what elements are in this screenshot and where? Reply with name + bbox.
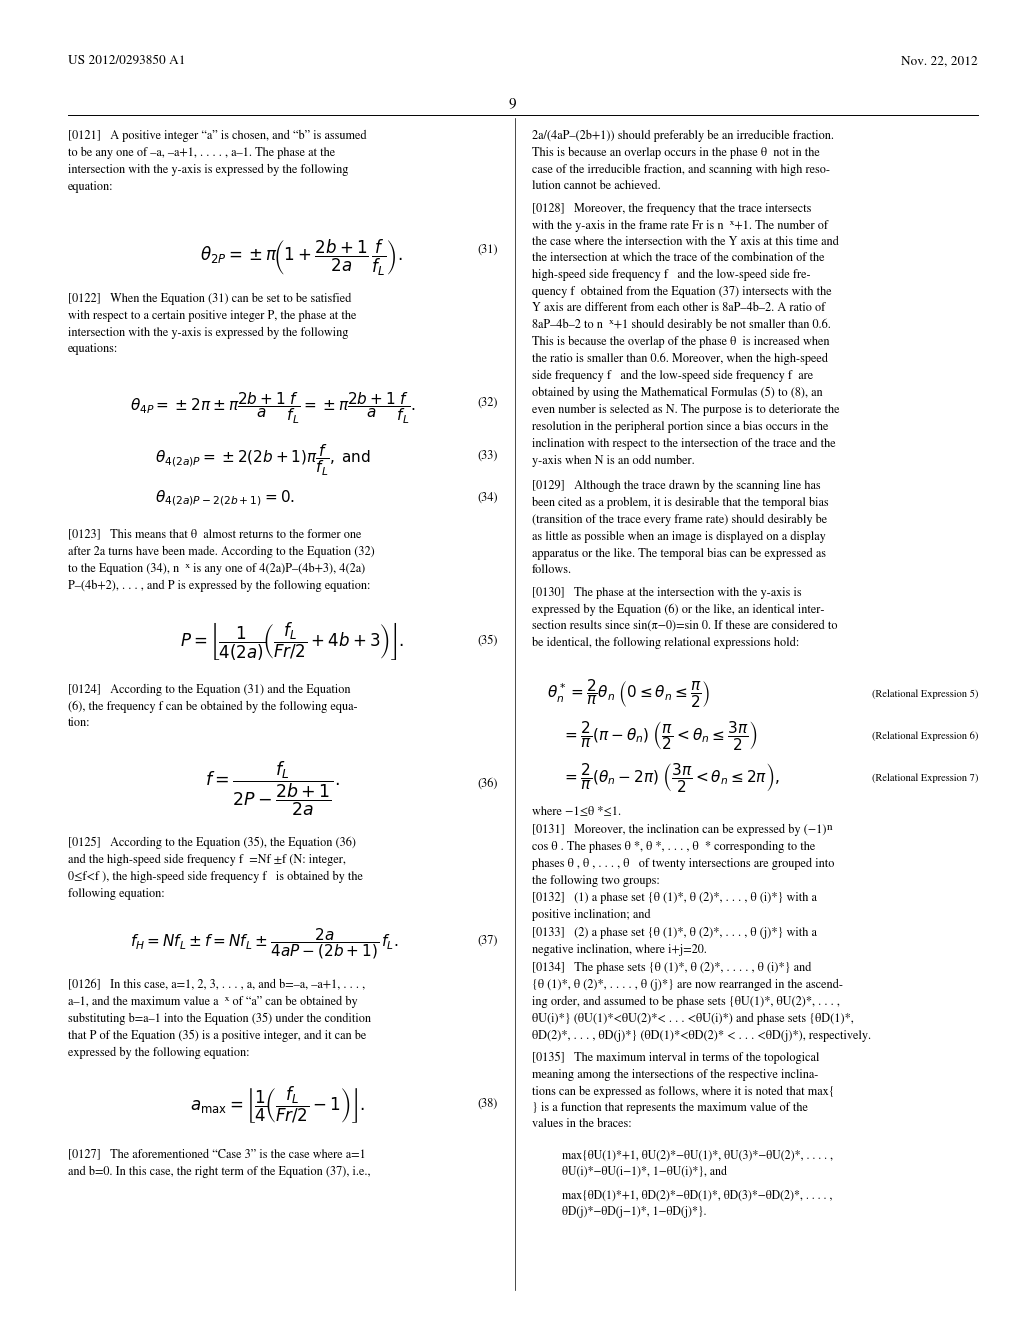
Text: (32): (32) [477,397,498,409]
Text: $P = \left\lfloor\dfrac{1}{4(2a)}\!\left(\dfrac{f_L}{Fr/2} + 4b + 3\right)\right: $P = \left\lfloor\dfrac{1}{4(2a)}\!\left… [180,620,404,663]
Text: $= \dfrac{2}{\pi}(\theta_n - 2\pi)\;\left(\dfrac{3\pi}{2} < \theta_n \leq 2\pi\r: $= \dfrac{2}{\pi}(\theta_n - 2\pi)\;\lef… [562,762,779,795]
Text: (34): (34) [477,492,498,504]
Text: $f = \dfrac{f_L}{2P - \dfrac{2b+1}{2a}}.$: $f = \dfrac{f_L}{2P - \dfrac{2b+1}{2a}}.… [205,759,340,818]
Text: $\theta_{2P} = \pm\pi\!\left(1 + \dfrac{2b+1}{2a}\,\dfrac{f}{f_L}\right).$: $\theta_{2P} = \pm\pi\!\left(1 + \dfrac{… [200,238,402,279]
Text: $f_{H} = Nf_L \pm f = Nf_L \pm \dfrac{2a}{4aP-(2b+1)}\,f_L.$: $f_{H} = Nf_L \pm f = Nf_L \pm \dfrac{2a… [130,927,398,961]
Text: $\theta_{4P} = \pm 2\pi \pm \pi\dfrac{2b+1}{a}\dfrac{f}{f_L} = \pm\pi\dfrac{2b+1: $\theta_{4P} = \pm 2\pi \pm \pi\dfrac{2b… [130,391,416,426]
Text: where −1≤θₙ*≤1.: where −1≤θₙ*≤1. [532,807,622,818]
Text: Nov. 22, 2012: Nov. 22, 2012 [901,55,978,67]
Text: [0131]   Moreover, the inclination can be expressed by (−1)ⁿ
cos θₙ. The phases : [0131] Moreover, the inclination can be … [532,824,835,887]
Text: (37): (37) [477,935,498,946]
Text: [0130]   The phase at the intersection with the y-axis is
expressed by the Equat: [0130] The phase at the intersection wit… [532,587,838,649]
Text: US 2012/0293850 A1: US 2012/0293850 A1 [68,55,185,67]
Text: [0122]   When the Equation (31) can be set to be satisfied
with respect to a cer: [0122] When the Equation (31) can be set… [68,293,356,355]
Text: (36): (36) [477,777,498,789]
Text: [0129]   Although the trace drawn by the scanning line has
been cited as a probl: [0129] Although the trace drawn by the s… [532,480,828,576]
Text: [0128]   Moreover, the frequency that the trace intersects
with the y-axis in th: [0128] Moreover, the frequency that the … [532,203,840,467]
Text: $= \dfrac{2}{\pi}(\pi - \theta_n)\;\left(\dfrac{\pi}{2} < \theta_n \leq \dfrac{3: $= \dfrac{2}{\pi}(\pi - \theta_n)\;\left… [562,719,758,752]
Text: 9: 9 [508,96,516,111]
Text: [0132]   (1) a phase set {θᵤ(1)*, θᵤ(2)*, . . . , θᵤ(i)*} with a
positive inclin: [0132] (1) a phase set {θᵤ(1)*, θᵤ(2)*, … [532,892,817,921]
Text: [0126]   In this case, a=1, 2, 3, . . . , a, and b=–a, –a+1, . . . ,
a–1, and th: [0126] In this case, a=1, 2, 3, . . . , … [68,979,371,1059]
Text: $\theta_{4(2a)P} = \pm 2(2b + 1)\pi\dfrac{f}{f_L},\;\text{and}$: $\theta_{4(2a)P} = \pm 2(2b + 1)\pi\dfra… [155,444,371,478]
Text: [0135]   The maximum interval in terms of the topological
meaning among the inte: [0135] The maximum interval in terms of … [532,1052,835,1130]
Text: [0127]   The aforementioned “Case 3” is the case where a=1
and b=0. In this case: [0127] The aforementioned “Case 3” is th… [68,1148,371,1177]
Text: (33): (33) [477,450,498,462]
Text: max{θD(1)*+1, θD(2)*−θD(1)*, θD(3)*−θD(2)*, . . . . ,
θD(j)*−θD(j−1)*, 1−θD(j)*}: max{θD(1)*+1, θD(2)*−θD(1)*, θD(3)*−θD(2… [562,1191,833,1218]
Text: (35): (35) [477,635,498,647]
Text: $\theta_{4(2a)P-2(2b+1)} = 0.$: $\theta_{4(2a)P-2(2b+1)} = 0.$ [155,488,295,508]
Text: [0124]   According to the Equation (31) and the Equation
(6), the frequency f ca: [0124] According to the Equation (31) an… [68,684,357,730]
Text: $a_{\max} = \left\lfloor\dfrac{1}{4}\!\left(\dfrac{f_L}{Fr/2} - 1\right)\right\r: $a_{\max} = \left\lfloor\dfrac{1}{4}\!\l… [190,1084,365,1125]
Text: (Relational Expression 5): (Relational Expression 5) [871,689,978,698]
Text: (Relational Expression 7): (Relational Expression 7) [871,774,978,783]
Text: [0134]   The phase sets {θᵤ(1)*, θᵤ(2)*, . . . . , θᵤ(i)*} and
{θᴰ(1)*, θᴰ(2)*, : [0134] The phase sets {θᵤ(1)*, θᵤ(2)*, .… [532,962,871,1041]
Text: [0133]   (2) a phase set {θᴰ(1)*, θᴰ(2)*, . . . , θᴰ(j)*} with a
negative inclin: [0133] (2) a phase set {θᴰ(1)*, θᴰ(2)*, … [532,927,817,956]
Text: max{θU(1)*+1, θU(2)*−θU(1)*, θU(3)*−θU(2)*, . . . . ,
θU(i)*−θU(i−1)*, 1−θU(i)*}: max{θU(1)*+1, θU(2)*−θU(1)*, θU(3)*−θU(2… [562,1150,833,1177]
Text: (38): (38) [477,1098,498,1110]
Text: (31): (31) [477,244,498,256]
Text: $\theta_n^* = \dfrac{2}{\pi}\theta_n\;\left(0 \leq \theta_n \leq \dfrac{\pi}{2}\: $\theta_n^* = \dfrac{2}{\pi}\theta_n\;\l… [547,677,711,710]
Text: (Relational Expression 6): (Relational Expression 6) [871,731,978,741]
Text: [0125]   According to the Equation (35), the Equation (36)
and the high-speed si: [0125] According to the Equation (35), t… [68,837,362,900]
Text: [0121]   A positive integer “a” is chosen, and “b” is assumed
to be any one of –: [0121] A positive integer “a” is chosen,… [68,129,367,193]
Text: [0123]   This means that θₙ almost returns to the former one
after 2a turns have: [0123] This means that θₙ almost returns… [68,529,375,591]
Text: 2a/(4aP–(2b+1)) should preferably be an irreducible fraction.
This is because an: 2a/(4aP–(2b+1)) should preferably be an … [532,129,834,193]
